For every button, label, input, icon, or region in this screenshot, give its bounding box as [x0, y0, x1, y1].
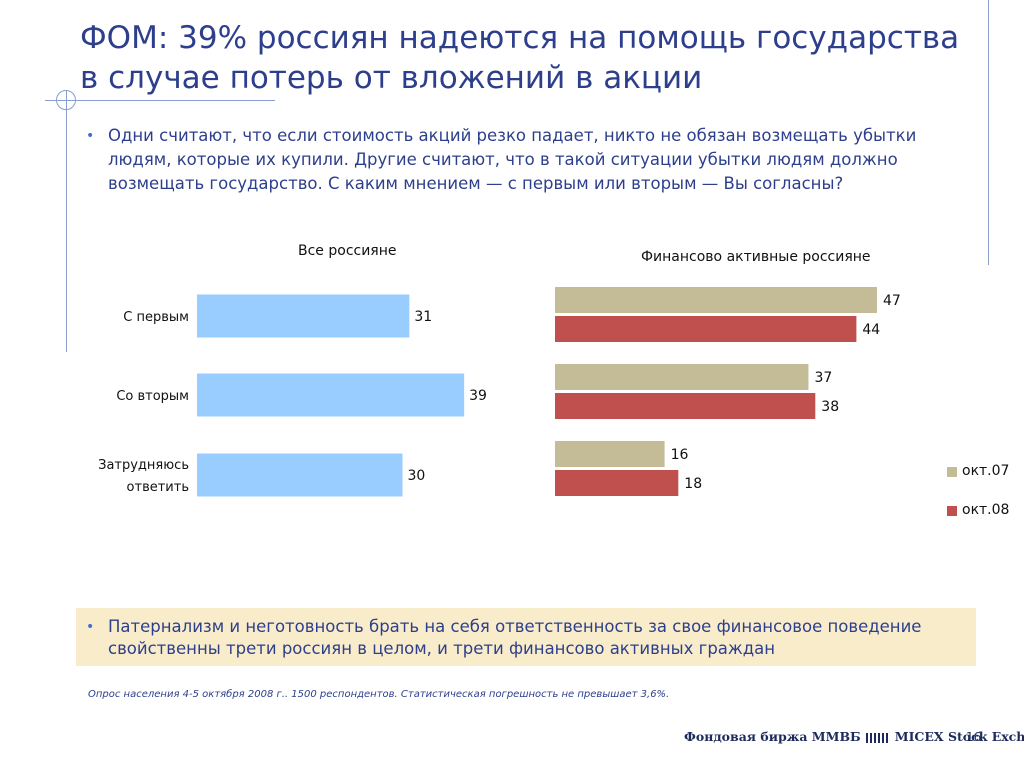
footnote: Опрос населения 4-5 октября 2008 г.. 150… [88, 689, 670, 700]
logo-mark-icon [865, 732, 890, 743]
decorative-line [988, 0, 989, 265]
page-number: 16 [966, 730, 982, 744]
data-label-oct08: 44 [862, 322, 880, 338]
slide-title-line: в случае потерь от вложений в акции [80, 60, 703, 96]
legend-label-oct07: окт.07 [962, 463, 1010, 479]
legend-swatch-oct07 [947, 467, 957, 477]
category-label: С первым [123, 310, 189, 325]
data-label-all: 30 [408, 468, 426, 484]
conclusion-line: свойственны трети россиян в целом, и тре… [108, 639, 776, 658]
bar-oct08 [555, 393, 816, 419]
category-label: Затрудняюсь [98, 458, 189, 473]
category-label: Со вторым [116, 389, 189, 404]
bar-oct07 [555, 441, 665, 467]
logo-text-ru: Фондовая биржа ММВБ [684, 729, 861, 744]
question-line: людям, которые их купили. Другие считают… [108, 150, 898, 169]
data-label-oct07: 37 [814, 370, 832, 386]
bar-oct07 [555, 287, 877, 313]
bar-all [197, 373, 465, 417]
legend-label-oct08: окт.08 [962, 502, 1010, 518]
bar-oct08 [555, 470, 679, 496]
slide-title-line: ФОМ: 39% россиян надеются на помощь госу… [80, 20, 960, 56]
conclusion-line: Патернализм и неготовность брать на себя… [108, 617, 922, 636]
data-label-oct08: 18 [684, 476, 702, 492]
bar-oct07 [555, 364, 809, 390]
bullet-icon: • [86, 619, 95, 635]
micex-logo: Фондовая биржа ММВБ MICEX Stock Exchange [684, 729, 1024, 744]
logo-text-en: MICEX Stock Exchange [894, 729, 1024, 744]
data-label-all: 39 [469, 388, 487, 404]
bar-all [197, 294, 410, 338]
question-line: Одни считают, что если стоимость акций р… [108, 126, 917, 145]
data-label-all: 31 [414, 309, 432, 325]
data-label-oct07: 47 [883, 293, 901, 309]
chart-title-all: Все россияне [298, 243, 397, 259]
data-label-oct07: 16 [671, 447, 689, 463]
bar-oct08 [555, 316, 857, 342]
category-label: ответить [127, 480, 189, 495]
decorative-line [66, 90, 67, 352]
chart-title-active: Финансово активные россияне [641, 249, 871, 265]
slide-title: ФОМ: 39% россиян надеются на помощь госу… [80, 18, 980, 98]
legend-swatch-oct08 [947, 506, 957, 516]
bar-all [197, 453, 403, 497]
conclusion-box: • Патернализм и неготовность брать на се… [76, 608, 976, 666]
decorative-line [45, 100, 275, 101]
bullet-icon: • [86, 128, 95, 144]
question-line: возмещать государство. С каким мнением —… [108, 174, 844, 193]
decorative-circle [56, 90, 76, 110]
charts-canvas: 31 С первым 39 Со вторым 30 Затрудняюсь ответи… [98, 287, 901, 497]
survey-question: • Одни считают, что если стоимость акций… [86, 124, 966, 196]
data-label-oct08: 38 [821, 399, 839, 415]
